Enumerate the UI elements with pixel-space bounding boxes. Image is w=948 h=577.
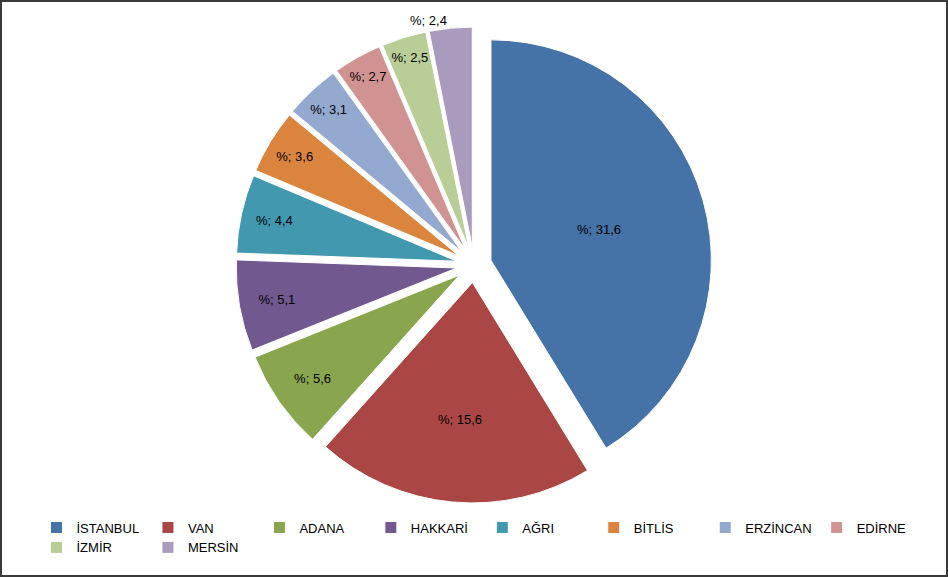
svg-text:BİTLİS: BİTLİS xyxy=(634,521,674,536)
svg-text:HAKKARİ: HAKKARİ xyxy=(411,521,468,536)
svg-text:%; 5,6: %; 5,6 xyxy=(294,371,331,386)
svg-text:AĞRI: AĞRI xyxy=(522,521,554,536)
svg-text:%; 2,4: %; 2,4 xyxy=(410,13,447,28)
svg-text:%; 3,6: %; 3,6 xyxy=(276,149,313,164)
svg-text:%; 15,6: %; 15,6 xyxy=(438,412,482,427)
svg-text:VAN: VAN xyxy=(188,521,214,536)
svg-text:EDİRNE: EDİRNE xyxy=(857,521,906,536)
svg-text:%; 3,1: %; 3,1 xyxy=(310,102,347,117)
svg-text:MERSİN: MERSİN xyxy=(188,540,239,555)
svg-text:ERZİNCAN: ERZİNCAN xyxy=(745,521,811,536)
svg-text:%; 2,7: %; 2,7 xyxy=(350,69,387,84)
svg-text:%; 5,1: %; 5,1 xyxy=(258,292,295,307)
svg-text:ADANA: ADANA xyxy=(299,521,344,536)
svg-text:%; 31,6: %; 31,6 xyxy=(577,222,621,237)
svg-text:%; 4,4: %; 4,4 xyxy=(256,213,293,228)
svg-text:İZMİR: İZMİR xyxy=(77,540,112,555)
svg-text:İSTANBUL: İSTANBUL xyxy=(77,521,140,536)
svg-text:%; 2,5: %; 2,5 xyxy=(391,50,428,65)
